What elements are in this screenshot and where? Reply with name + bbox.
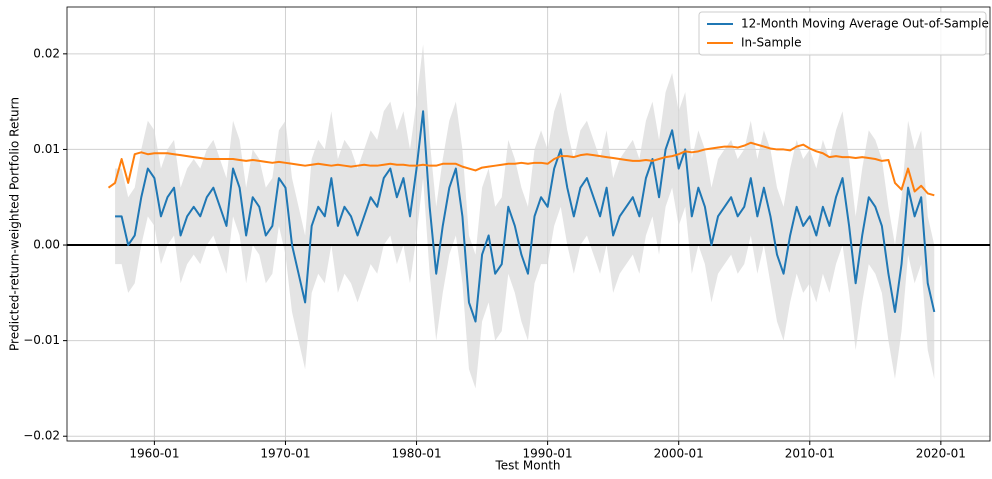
- x-axis-label: Test Month: [494, 459, 560, 473]
- legend-box: [698, 11, 987, 56]
- x-tick-label: 2010-01: [785, 447, 835, 461]
- plot-area: [67, 44, 990, 389]
- y-tick-label: −0.01: [23, 333, 60, 347]
- x-tick-label: 2020-01: [916, 447, 966, 461]
- series-line: [107, 141, 935, 197]
- x-tick-label: 1970-01: [260, 447, 310, 461]
- x-tick-label: 1960-01: [129, 447, 179, 461]
- y-tick-label: −0.02: [23, 429, 60, 443]
- x-tick-label: 2000-01: [654, 447, 704, 461]
- y-tick-label: 0.01: [33, 142, 60, 156]
- legend-label: 12-Month Moving Average Out-of-Sample: [741, 17, 989, 31]
- axes-frame: [66, 6, 991, 442]
- x-tick-label: 1980-01: [391, 447, 441, 461]
- y-axis-label: Predicted-return-weighted Portfolio Retu…: [8, 97, 22, 351]
- y-tick-label: 0.00: [33, 238, 60, 252]
- confidence-band: [115, 44, 935, 389]
- x-tick-label: 1990-01: [523, 447, 573, 461]
- y-tick-label: 0.02: [33, 46, 60, 60]
- legend: 12-Month Moving Average Out-of-Sample In-…: [698, 11, 989, 56]
- series-line: [115, 110, 936, 323]
- legend-label: In-Sample: [741, 36, 801, 50]
